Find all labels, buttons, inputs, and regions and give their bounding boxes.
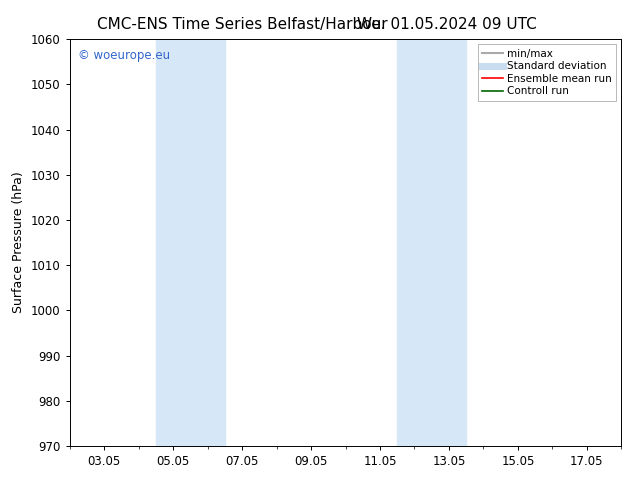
Legend: min/max, Standard deviation, Ensemble mean run, Controll run: min/max, Standard deviation, Ensemble me… bbox=[478, 45, 616, 100]
Y-axis label: Surface Pressure (hPa): Surface Pressure (hPa) bbox=[13, 172, 25, 314]
Text: © woeurope.eu: © woeurope.eu bbox=[78, 49, 170, 62]
Bar bbox=[398, 39, 466, 446]
Bar bbox=[156, 39, 225, 446]
Text: We. 01.05.2024 09 UTC: We. 01.05.2024 09 UTC bbox=[357, 17, 537, 32]
Text: CMC-ENS Time Series Belfast/Harbour: CMC-ENS Time Series Belfast/Harbour bbox=[97, 17, 388, 32]
